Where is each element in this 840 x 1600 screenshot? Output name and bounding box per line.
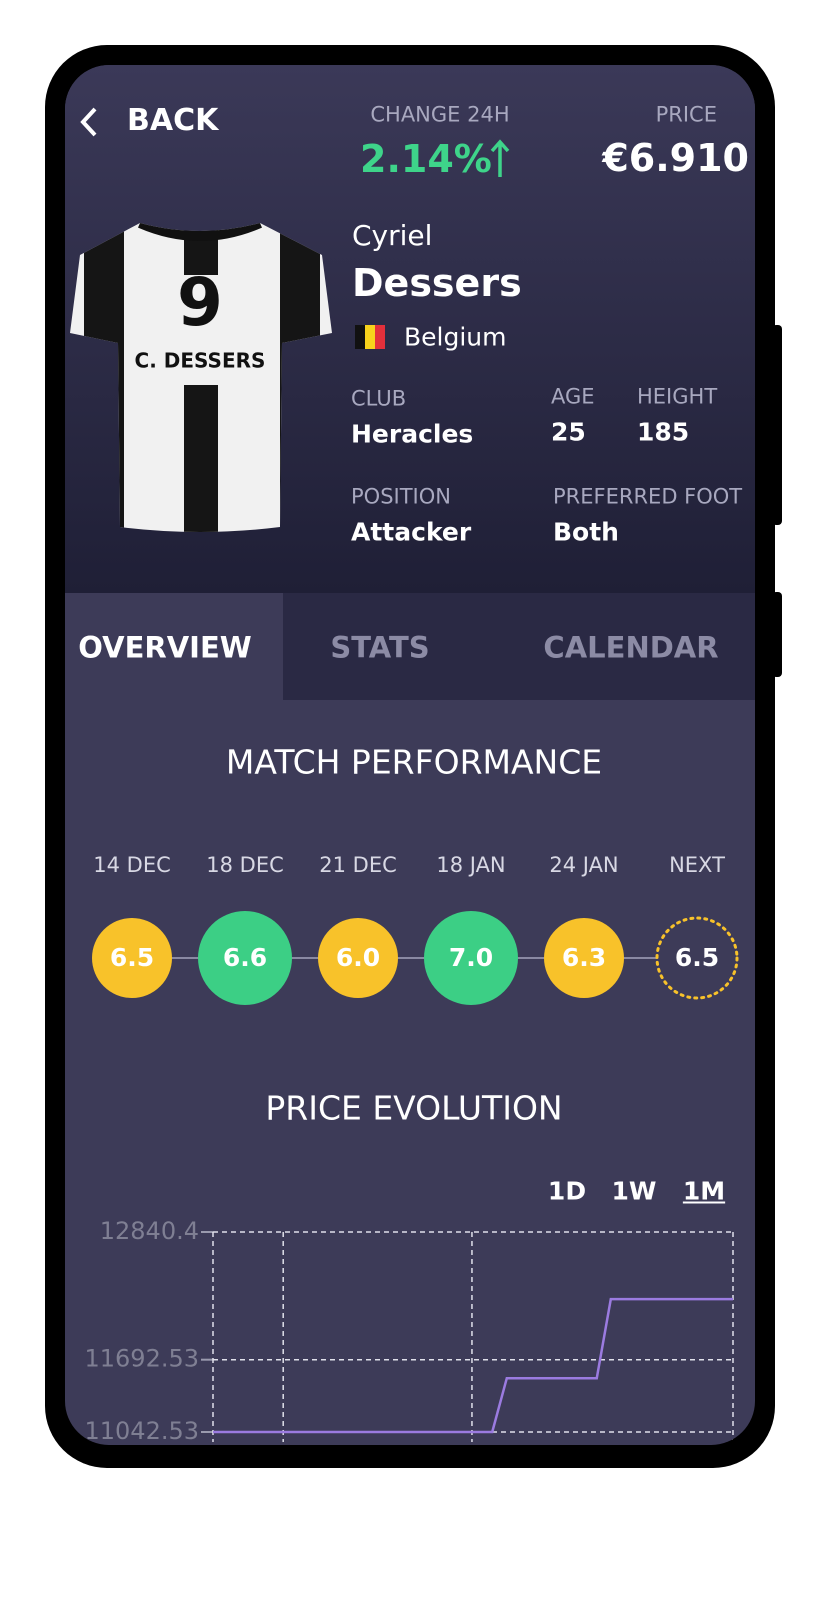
rating: 6.3 [562, 943, 606, 972]
match-row: 14 DEC 6.5 18 DEC 6.6 21 DEC 6.0 18 JAN 7.0 24 J… [92, 853, 739, 1005]
change-label: CHANGE 24H [370, 102, 510, 127]
active-tab-bg [65, 593, 283, 700]
range-button[interactable]: 1M [682, 1176, 726, 1206]
flag [355, 325, 385, 349]
section-title: MATCH PERFORMANCE [225, 742, 603, 782]
rating: 6.5 [110, 943, 154, 972]
match-date: 18 JAN [436, 853, 505, 877]
first-name: Cyriel [352, 219, 433, 252]
match-date: 14 DEC [93, 853, 171, 877]
screen: BACK CHANGE 24H 2.14% PRICE €6.910 9 C. … [65, 65, 755, 1445]
match-date: 21 DEC [319, 853, 397, 877]
section-title: PRICE EVOLUTION [265, 1088, 563, 1128]
tab[interactable]: OVERVIEW [78, 630, 252, 665]
change-value: 2.14% [360, 137, 492, 181]
up-arrow [490, 139, 510, 177]
jersey-name: C. DESSERS [135, 349, 266, 373]
rating-badge[interactable] [424, 911, 518, 1005]
range-button[interactable]: 1D [547, 1176, 587, 1206]
foot-label: PREFERRED FOOT [553, 484, 743, 509]
range-button[interactable]: 1W [611, 1176, 657, 1206]
side-button [772, 592, 782, 677]
jersey: 9 C. DESSERS [70, 223, 332, 532]
last-name: Dessers [352, 261, 522, 305]
match-date: 18 DEC [206, 853, 284, 877]
y-tick-label: 11042.53 [84, 1417, 199, 1445]
height-label: HEIGHT [637, 384, 718, 409]
back-button[interactable]: BACK [127, 103, 219, 138]
y-tick-label: 11692.53 [84, 1345, 199, 1373]
rating: 7.0 [449, 943, 493, 972]
jersey-number: 9 [177, 264, 223, 341]
rating-badge[interactable] [318, 918, 398, 998]
rating-badge[interactable] [198, 911, 292, 1005]
club: Heracles [351, 419, 474, 449]
position-label: POSITION [351, 484, 451, 509]
height: 185 [637, 417, 690, 447]
y-tick-label: 12840.4 [100, 1217, 199, 1245]
back-icon[interactable] [75, 105, 105, 139]
rating-badge[interactable] [655, 916, 739, 1000]
rating-badge[interactable] [544, 918, 624, 998]
price-value: €6.910 [602, 136, 749, 180]
age-label: AGE [551, 384, 595, 409]
tab[interactable]: STATS [330, 630, 430, 665]
tab[interactable]: CALENDAR [543, 630, 719, 665]
match-date: 24 JAN [549, 853, 618, 877]
side-button [772, 325, 782, 525]
price-chart: 12840.4 11692.53 11042.53 [84, 1217, 734, 1445]
rating: 6.0 [336, 943, 380, 972]
rating: 6.6 [223, 943, 267, 972]
rating-badge[interactable] [92, 918, 172, 998]
country: Belgium [404, 322, 507, 352]
age: 25 [551, 417, 586, 447]
price-line [213, 1297, 733, 1434]
price-label: PRICE [655, 102, 717, 127]
club-label: CLUB [351, 386, 407, 411]
foot: Both [553, 517, 619, 547]
match-date: NEXT [669, 853, 725, 877]
position: Attacker [351, 517, 472, 547]
rating: 6.5 [675, 943, 719, 972]
